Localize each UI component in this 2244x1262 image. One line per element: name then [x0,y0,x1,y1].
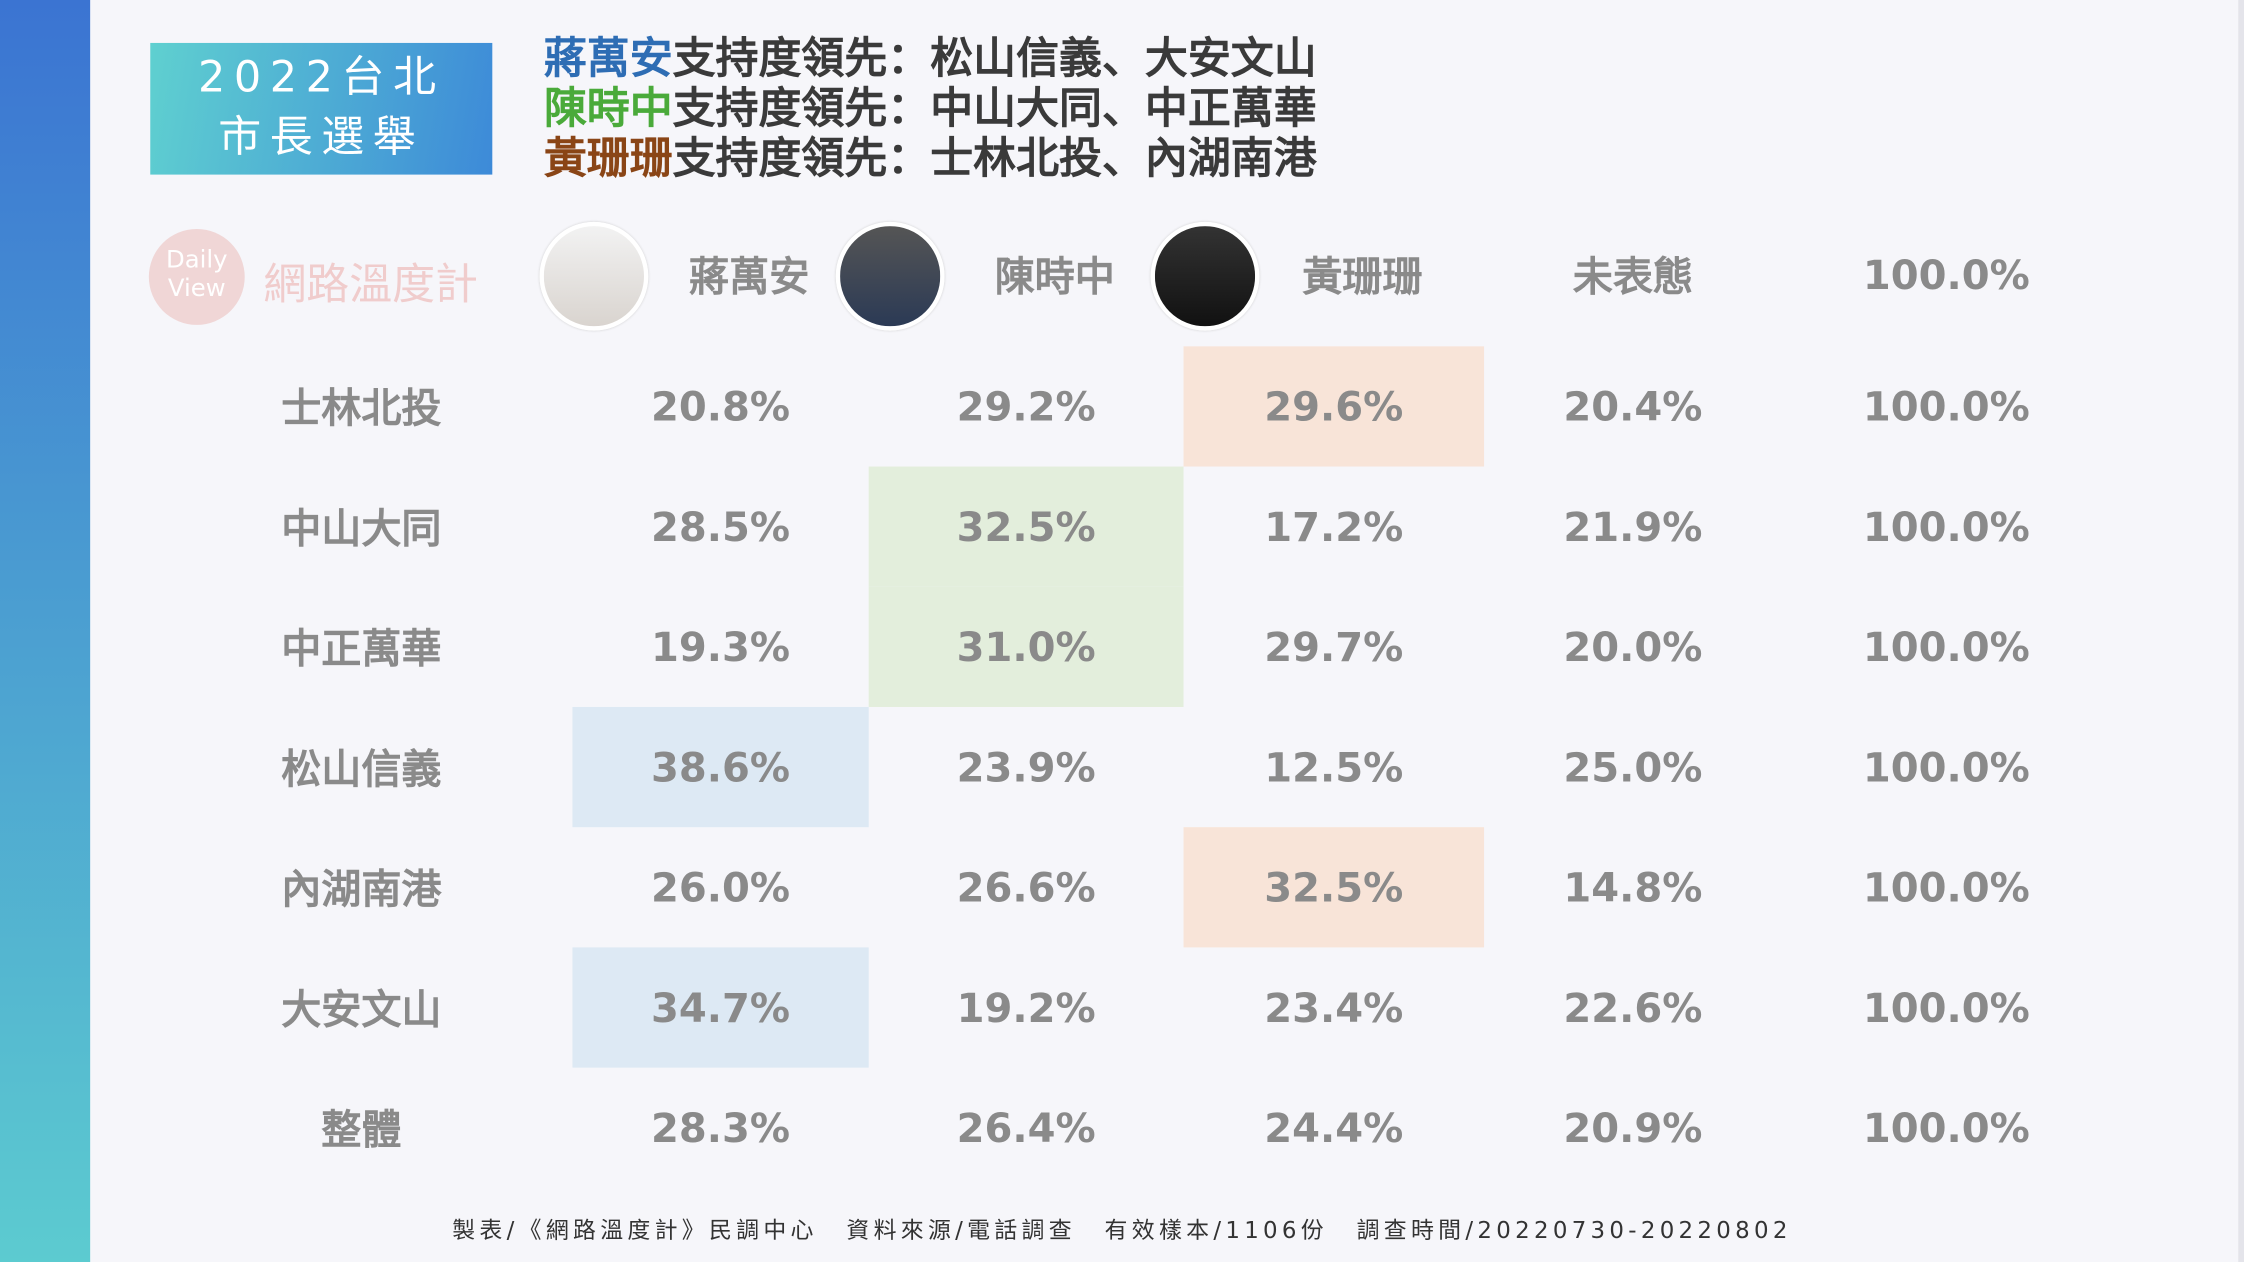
highlight [1183,346,1485,467]
table-cell: 100.0% [1862,863,2030,911]
highlight [868,466,1184,587]
table-cell: 28.5% [651,503,791,551]
row-label: 大安文山 [281,986,442,1034]
headline-line: 陳時中支持度領先：中山大同、中正萬華 [544,84,1317,134]
headline: 蔣萬安支持度領先：松山信義、大安文山 陳時中支持度領先：中山大同、中正萬華 黃珊珊支… [544,34,1317,184]
column-header: 陳時中 [994,253,1115,301]
table-cell: 32.5% [956,503,1096,551]
highlight [572,706,869,828]
column-header: 蔣萬安 [689,253,810,301]
table-cell: 23.4% [1264,983,1404,1032]
footer-item: 資料來源/電話調查 [846,1216,1076,1244]
headline-text: 支持度領先：士林北投、內湖南港 [672,134,1317,185]
row-label: 松山信義 [281,745,442,793]
table-cell: 14.8% [1563,863,1703,911]
table-cell: 32.5% [1264,863,1404,911]
table-cell: 29.7% [1264,623,1404,671]
table-cell: 17.2% [1264,503,1404,551]
row-label: 中正萬華 [281,625,442,673]
highlight [1183,827,1485,948]
table-cell: 100.0% [1862,382,2030,431]
table-cell: 20.4% [1563,382,1703,431]
candidate-name: 蔣萬安 [543,34,673,85]
logo-mark: Daily View [148,228,245,325]
table-cell: 38.6% [651,743,791,791]
highlight [868,586,1184,707]
table-cell: 23.9% [956,743,1096,791]
table-cell: 20.0% [1563,623,1703,671]
column-header: 未表態 [1572,253,1694,301]
table-cell: 100.0% [1862,623,2030,671]
badge-line: 市長選舉 [218,113,425,164]
table-cell: 19.2% [956,983,1096,1032]
table-cell: 100.0% [1862,743,2030,791]
candidate-photo [835,221,945,331]
table-cell: 100.0% [1862,1104,2030,1152]
table-cell: 26.4% [956,1104,1096,1152]
table-cell: 25.0% [1563,743,1703,791]
table-cell: 22.6% [1563,983,1703,1032]
footer: 製表/《網路溫度計》民調中心 資料來源/電話調查 有效樣本/1106份 調查時間/20… [0,1211,2244,1245]
table-cell: 12.5% [1264,743,1404,791]
column-header: 黃珊珊 [1302,253,1423,301]
headline-text: 支持度領先：松山信義、大安文山 [672,34,1317,85]
headline-line: 蔣萬安支持度領先：松山信義、大安文山 [544,34,1317,84]
table-cell: 31.0% [956,623,1096,671]
table-cell: 20.8% [651,382,791,431]
footer-item: 調查時間/20220730-20220802 [1356,1216,1792,1244]
row-label: 中山大同 [281,505,442,553]
table-cell: 34.7% [651,983,791,1032]
logo-word: Daily [165,246,228,275]
logo-name: 網路溫度計 [263,260,478,311]
table-cell: 28.3% [651,1104,791,1152]
row-label: 整體 [321,1106,402,1154]
table-cell: 19.3% [651,623,791,671]
table-cell: 26.6% [956,863,1096,911]
table-cell: 29.2% [956,382,1096,431]
candidate-photo [1150,221,1260,331]
table-cell: 21.9% [1563,503,1703,551]
headline-text: 支持度領先：中山大同、中正萬華 [672,84,1317,135]
column-header: 100.0% [1862,251,2030,299]
row-label: 內湖南港 [281,865,442,914]
candidate-name: 陳時中 [543,84,673,135]
footer-item: 有效樣本/1106份 [1104,1216,1328,1244]
table-cell: 24.4% [1264,1104,1404,1152]
table-cell: 100.0% [1862,983,2030,1032]
candidate-name: 黃珊珊 [543,134,673,185]
footer-item: 製表/《網路溫度計》民調中心 [452,1216,818,1244]
logo-word: View [167,274,226,304]
table-cell: 100.0% [1862,503,2030,551]
table-cell: 29.6% [1264,382,1404,431]
table-cell: 20.9% [1563,1104,1703,1152]
highlight [572,947,869,1068]
title-badge: 2022台北 市長選舉 [150,42,493,175]
table-cell: 26.0% [651,863,791,911]
edge-strip [2238,0,2244,1262]
row-label: 士林北投 [281,384,442,433]
candidate-photo [539,221,649,331]
headline-line: 黃珊珊支持度領先：士林北投、內湖南港 [544,135,1317,185]
side-strip [0,0,91,1262]
badge-line: 2022台北 [197,52,445,104]
